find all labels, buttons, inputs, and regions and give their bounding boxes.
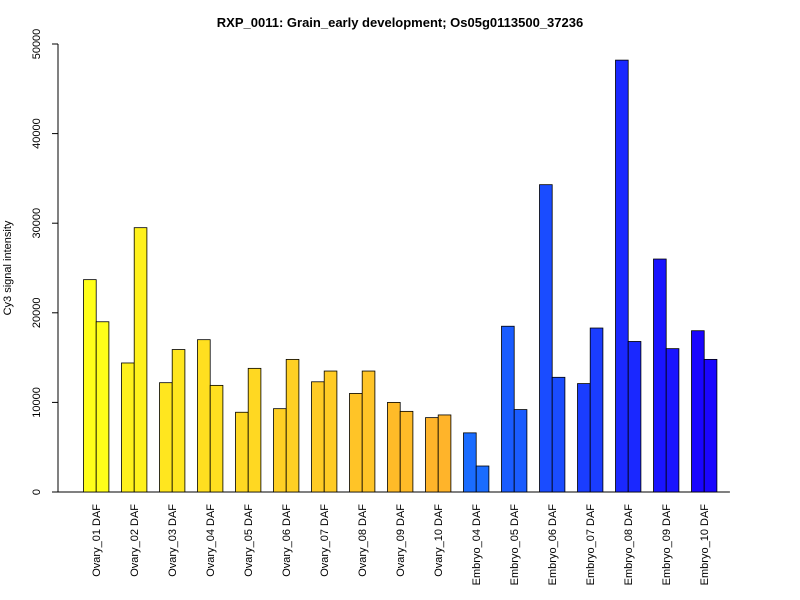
bar	[171, 349, 186, 493]
bar	[463, 432, 477, 493]
bar	[437, 414, 452, 493]
x-category-label: Ovary_08 DAF	[357, 504, 369, 577]
bar	[513, 409, 528, 493]
x-category-label: Embryo_09 DAF	[661, 504, 673, 586]
bars-group	[83, 59, 718, 493]
category-labels: Ovary_01 DAF Ovary_02 DAF Ovary_03 DAF Ovar…	[91, 504, 711, 586]
bar	[311, 381, 325, 493]
bar	[551, 376, 566, 493]
x-category-label: Ovary_06 DAF	[281, 504, 293, 577]
x-category-label: Ovary_09 DAF	[395, 504, 407, 577]
x-category-label: Embryo_07 DAF	[585, 504, 597, 586]
x-category-label: Ovary_02 DAF	[129, 504, 141, 577]
y-tick-label: 10000	[31, 387, 43, 418]
y-tick-label: 50000	[31, 29, 43, 60]
bar	[539, 184, 553, 493]
y-tick-label: 20000	[31, 298, 43, 329]
y-tick-label: 40000	[31, 118, 43, 149]
bar	[653, 258, 667, 493]
x-category-label: Ovary_04 DAF	[205, 504, 217, 577]
bar	[627, 341, 642, 493]
bar	[349, 393, 363, 493]
bar	[577, 383, 591, 493]
x-category-label: Ovary_01 DAF	[91, 504, 103, 577]
bar	[273, 408, 287, 493]
x-category-label: Ovary_10 DAF	[433, 504, 445, 577]
bar	[235, 411, 249, 493]
bar	[197, 339, 211, 493]
y-axis-label: Cy3 signal intensity	[2, 220, 14, 315]
bar	[133, 227, 148, 493]
x-category-label: Embryo_10 DAF	[699, 504, 711, 586]
x-category-label: Ovary_07 DAF	[319, 504, 331, 577]
bar	[83, 279, 97, 493]
y-tick-label: 0	[31, 489, 43, 495]
x-category-label: Embryo_08 DAF	[623, 504, 635, 586]
bar	[121, 362, 135, 493]
bar	[475, 465, 490, 493]
bar	[247, 367, 262, 493]
bar	[615, 59, 629, 493]
chart-title: RXP_0011: Grain_early development; Os05g…	[217, 15, 583, 30]
x-category-label: Embryo_05 DAF	[509, 504, 521, 586]
x-category-label: Embryo_06 DAF	[547, 504, 559, 586]
x-category-label: Ovary_05 DAF	[243, 504, 255, 577]
x-category-label: Embryo_04 DAF	[471, 504, 483, 586]
bar	[159, 382, 173, 493]
bar	[361, 370, 376, 493]
x-category-label: Ovary_03 DAF	[167, 504, 179, 577]
bar	[387, 401, 401, 493]
bar	[501, 325, 515, 493]
bar	[703, 358, 718, 493]
bar	[589, 327, 604, 493]
y-tick-label: 30000	[31, 208, 43, 239]
bar	[95, 321, 110, 493]
bar	[691, 330, 705, 493]
bar	[209, 384, 224, 493]
bar	[285, 358, 300, 493]
bar	[425, 417, 439, 493]
bar	[665, 348, 680, 493]
y-axis: 0 10000 20000 30000 40000 50000	[31, 29, 59, 495]
bar	[323, 370, 338, 493]
bar	[399, 410, 414, 493]
